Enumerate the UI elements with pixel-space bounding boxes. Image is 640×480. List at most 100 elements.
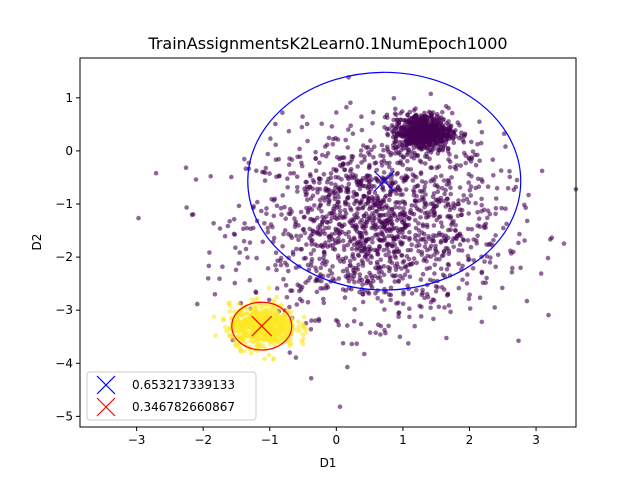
data-point <box>467 292 473 298</box>
data-point <box>258 306 264 311</box>
data-point <box>428 299 434 305</box>
data-point <box>324 219 330 225</box>
data-point <box>313 318 318 323</box>
data-point <box>457 242 463 247</box>
data-point <box>411 256 417 261</box>
data-point <box>267 311 273 316</box>
data-point <box>254 255 259 261</box>
data-point <box>233 245 238 250</box>
data-point <box>287 206 293 212</box>
data-point <box>407 314 412 320</box>
data-point <box>248 351 254 356</box>
data-point <box>284 295 290 300</box>
data-point <box>387 268 392 274</box>
data-point <box>286 255 292 261</box>
data-point <box>300 114 305 119</box>
data-point <box>272 343 278 348</box>
data-point <box>307 184 313 190</box>
data-point <box>265 229 271 235</box>
data-point <box>436 215 442 220</box>
data-point <box>331 136 336 142</box>
data-point <box>475 141 480 147</box>
data-point <box>330 264 335 269</box>
data-point <box>227 309 233 314</box>
data-point <box>524 298 530 304</box>
data-point <box>278 206 284 211</box>
data-point <box>357 186 363 192</box>
data-point <box>394 246 400 251</box>
data-point <box>280 110 285 115</box>
data-point <box>466 296 472 302</box>
data-point <box>423 215 429 220</box>
data-point <box>304 191 310 196</box>
data-point <box>335 137 341 142</box>
data-point <box>314 289 320 295</box>
data-point <box>365 236 371 242</box>
data-point <box>431 178 437 183</box>
data-point <box>387 259 393 264</box>
data-point <box>243 246 249 252</box>
data-point <box>330 246 336 252</box>
data-point <box>306 208 311 213</box>
data-point <box>431 205 437 211</box>
data-point <box>375 252 381 257</box>
y-axis-label: D2 <box>30 234 44 251</box>
data-point <box>238 348 243 354</box>
data-point <box>405 124 410 130</box>
data-point <box>505 185 511 191</box>
data-point <box>487 260 493 265</box>
data-point <box>217 226 223 231</box>
data-point <box>445 291 451 297</box>
data-point <box>336 255 341 261</box>
data-point <box>236 203 242 209</box>
data-point <box>343 274 349 279</box>
data-point <box>407 229 412 235</box>
data-point <box>273 157 279 162</box>
data-point <box>379 269 384 275</box>
data-point <box>368 260 373 266</box>
data-point <box>296 237 301 243</box>
data-point <box>350 276 355 282</box>
data-point <box>381 170 387 175</box>
data-point <box>397 161 403 166</box>
data-point <box>319 278 324 284</box>
data-point <box>406 222 412 228</box>
data-point <box>440 185 445 191</box>
data-point <box>136 215 141 221</box>
data-point <box>327 192 332 197</box>
data-point <box>321 255 326 260</box>
data-point <box>451 129 456 135</box>
data-point <box>385 147 390 152</box>
data-point <box>391 117 396 123</box>
data-point <box>393 273 399 278</box>
data-point <box>320 214 325 220</box>
chart-title: TrainAssignmentsK2Learn0.1NumEpoch1000 <box>147 34 507 53</box>
data-point <box>232 342 238 348</box>
data-point <box>393 255 399 260</box>
data-point <box>401 291 406 297</box>
data-point <box>374 259 380 265</box>
data-point <box>507 174 513 180</box>
data-point <box>399 266 404 271</box>
data-point <box>300 325 306 331</box>
data-point <box>362 154 367 159</box>
x-tick-label: 1 <box>399 433 407 447</box>
data-point <box>434 165 440 171</box>
data-point <box>426 143 432 148</box>
data-point <box>381 147 386 153</box>
data-point <box>416 141 422 146</box>
data-point <box>414 287 419 293</box>
data-point <box>295 185 300 190</box>
data-point <box>362 254 368 260</box>
data-point <box>301 215 307 220</box>
data-point <box>440 109 445 115</box>
data-point <box>343 173 349 178</box>
data-point <box>312 203 317 208</box>
data-point <box>357 220 363 225</box>
data-point <box>235 333 241 339</box>
data-point <box>206 263 212 269</box>
data-point <box>313 149 318 155</box>
data-point <box>457 135 462 141</box>
data-point <box>252 305 257 311</box>
data-point <box>460 198 466 203</box>
